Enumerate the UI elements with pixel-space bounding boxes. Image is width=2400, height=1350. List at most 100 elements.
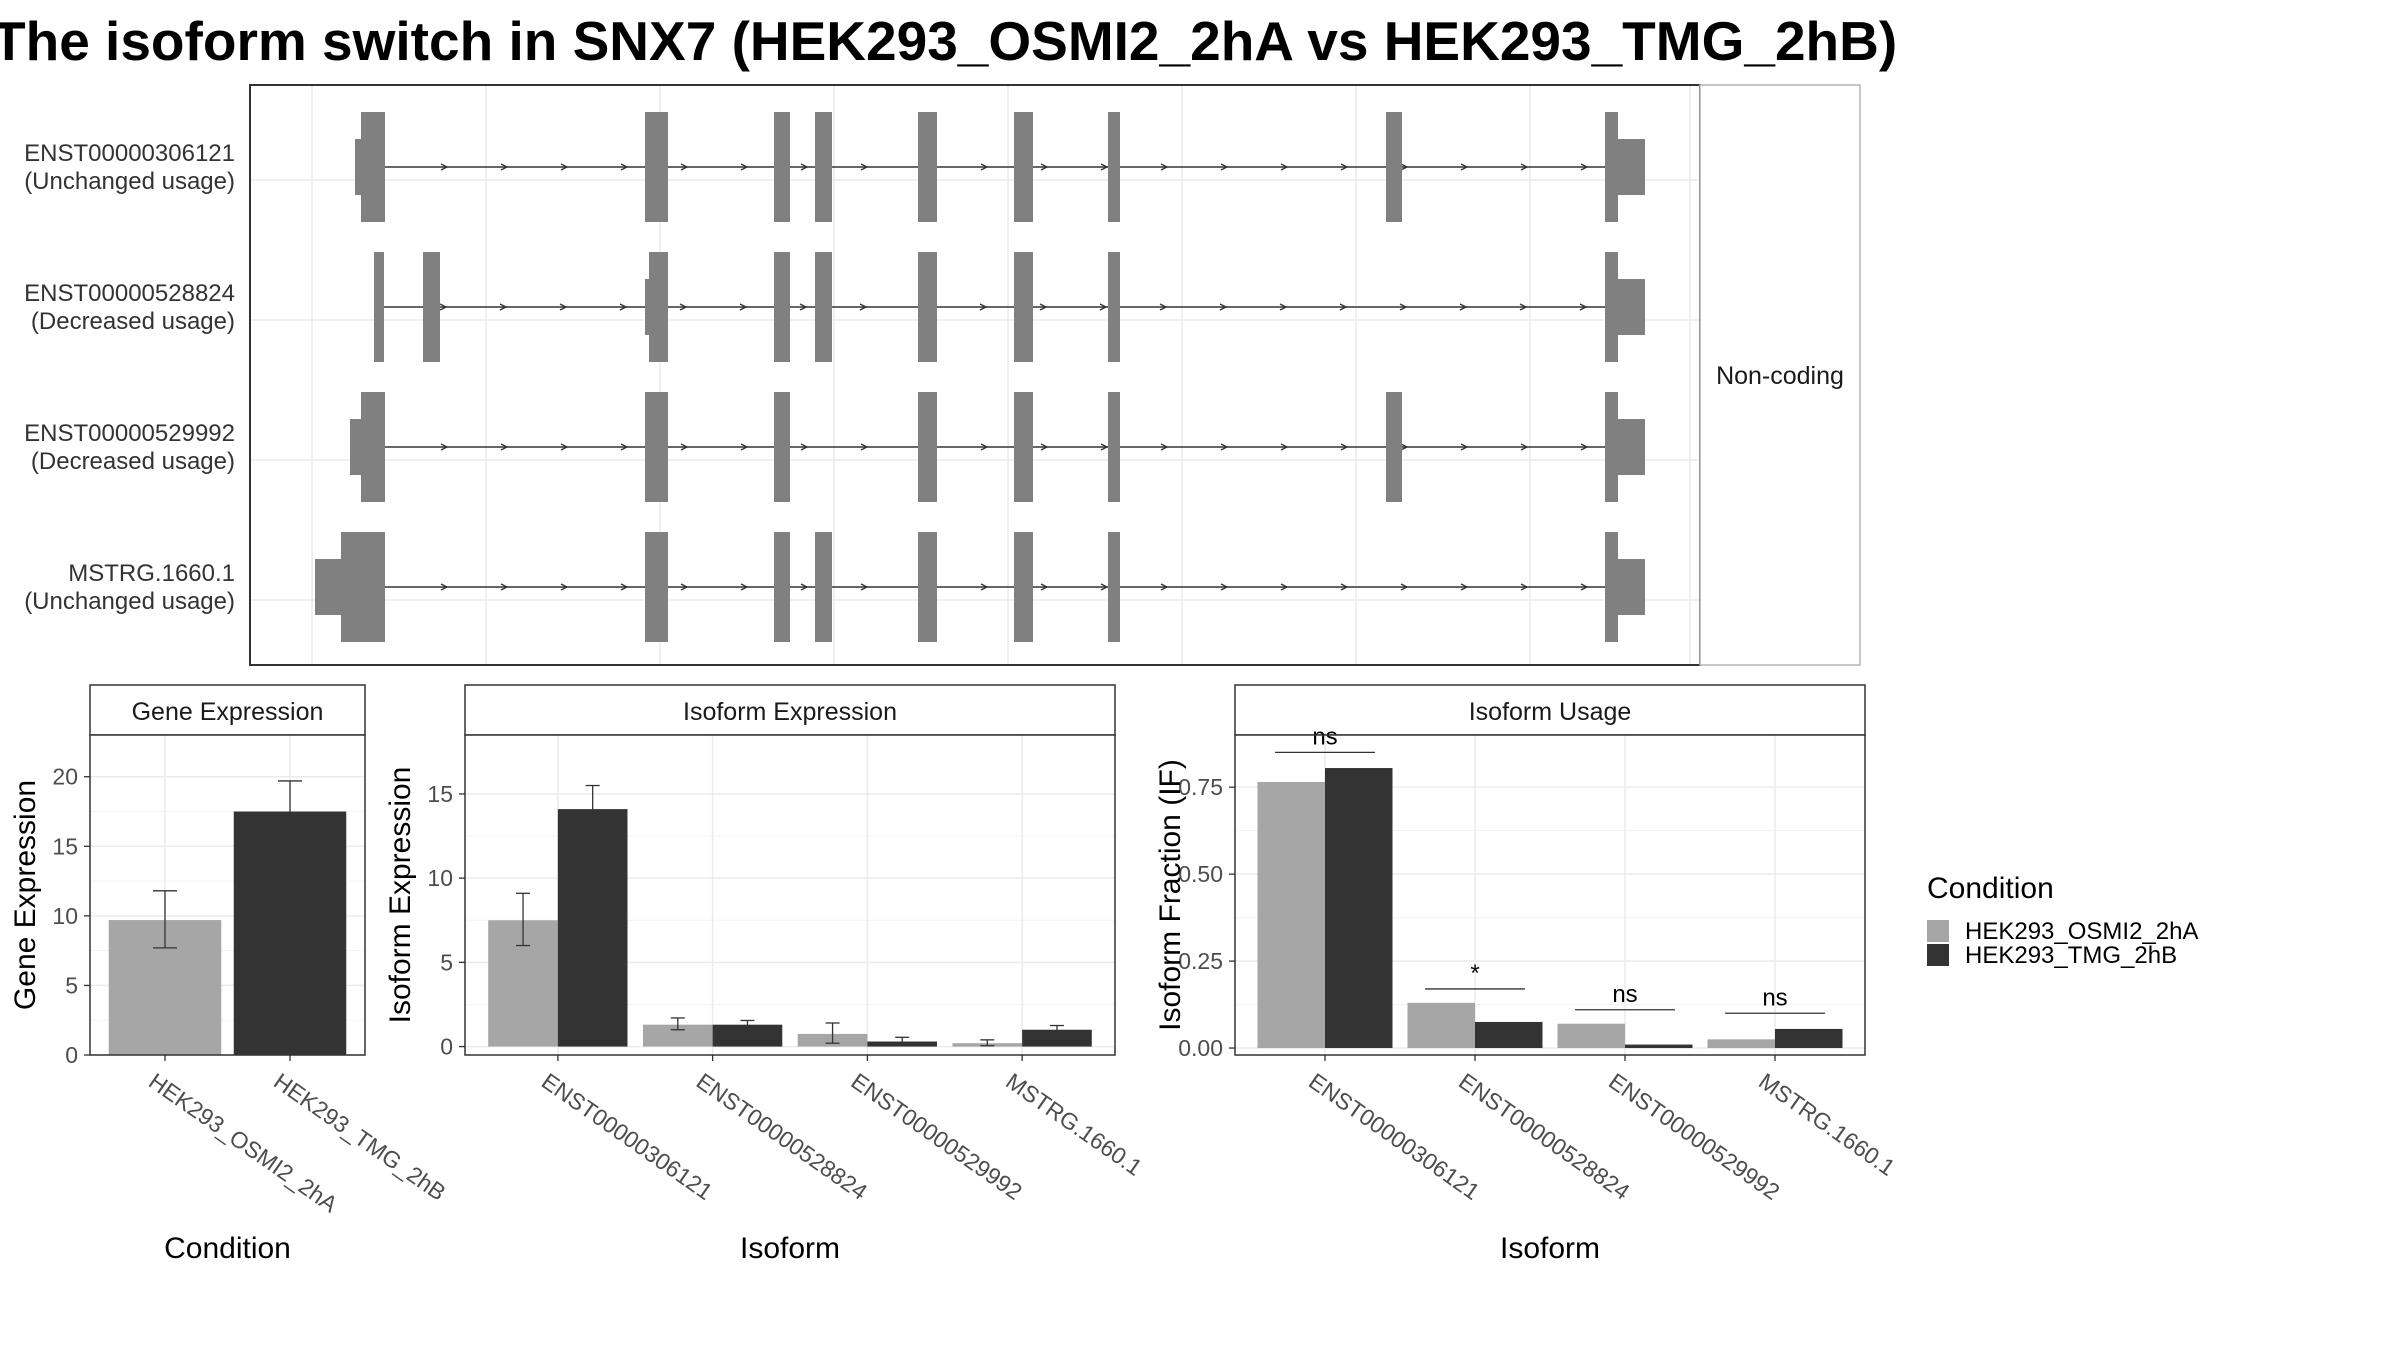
exon: [1386, 112, 1402, 222]
direction-arrow: [1459, 303, 1468, 311]
direction-arrow: [1340, 443, 1349, 451]
direction-arrow: [1580, 583, 1589, 591]
direction-arrow: [1040, 163, 1049, 171]
direction-arrow: [680, 583, 689, 591]
direction-arrow: [1460, 443, 1469, 451]
bar-2-ENST00000306121: [1325, 768, 1393, 1049]
exon: [774, 252, 790, 362]
y-tick-label: 0.75: [1178, 774, 1223, 800]
direction-arrow: [500, 443, 509, 451]
isoform-track-2: [374, 252, 1645, 362]
figure-title: The isoform switch in SNX7 (HEK293_OSMI2…: [0, 10, 1897, 72]
x-tick-label: MSTRG.1660.1: [1754, 1068, 1900, 1181]
direction-arrow: [679, 303, 688, 311]
bar-HEK293_TMG_2hB: [233, 811, 347, 1055]
direction-arrow: [800, 583, 809, 591]
direction-arrow: [980, 443, 989, 451]
direction-arrow: [620, 583, 629, 591]
panel-border: [464, 734, 1116, 1056]
exon: [315, 559, 345, 615]
exon: [1108, 392, 1120, 502]
direction-arrow: [559, 303, 568, 311]
direction-arrow: [1160, 443, 1169, 451]
non-coding-strip-label: Non-coding: [1716, 362, 1844, 390]
direction-arrow: [440, 443, 449, 451]
direction-arrow: [1400, 163, 1409, 171]
exon: [815, 532, 832, 642]
bar-1-ENST00000528824: [1407, 1002, 1475, 1049]
exon: [1014, 532, 1033, 642]
exon: [645, 112, 668, 222]
bar-2-ENST00000528824: [1475, 1021, 1543, 1049]
panel-strip: [464, 684, 1116, 736]
isoform-usage-label: (Decreased usage): [31, 448, 235, 475]
exon: [649, 252, 668, 362]
exon: [918, 532, 937, 642]
exon: [1014, 392, 1033, 502]
panel-strip-title: Isoform Expression: [683, 698, 897, 726]
legend: Condition HEK293_OSMI2_2hA HEK293_TMG_2h…: [1927, 872, 2198, 969]
y-tick-label: 5: [65, 972, 78, 998]
bar-1-ENST00000306121: [1257, 781, 1325, 1049]
direction-arrow: [859, 303, 868, 311]
y-axis-title: Isoform Fraction (IF): [1154, 759, 1187, 1031]
y-tick-label: 0: [65, 1042, 78, 1068]
y-axis-title: Gene Expression: [9, 780, 42, 1010]
direction-arrow: [1520, 583, 1529, 591]
direction-arrow: [860, 163, 869, 171]
direction-arrow: [979, 303, 988, 311]
direction-arrow: [1219, 303, 1228, 311]
y-tick-label: 10: [427, 865, 453, 891]
direction-arrow: [1100, 163, 1109, 171]
direction-arrow: [1280, 583, 1289, 591]
y-tick-label: 15: [52, 833, 78, 859]
direction-arrow: [1220, 583, 1229, 591]
x-tick-label: MSTRG.1660.1: [1001, 1068, 1147, 1181]
exon: [1108, 252, 1120, 362]
bar-2-MSTRG.1660.1: [1775, 1028, 1843, 1049]
direction-arrow: [1160, 583, 1169, 591]
direction-arrow: [740, 163, 749, 171]
direction-arrow: [1460, 583, 1469, 591]
panel-border: [89, 734, 366, 1056]
bar-2-ENST00000306121: [557, 809, 628, 1047]
direction-arrow: [799, 303, 808, 311]
y-tick-label: 0: [440, 1034, 453, 1060]
legend-label-cond1: HEK293_OSMI2_2hA: [1965, 918, 2198, 945]
direction-arrow: [1340, 583, 1349, 591]
exon: [361, 112, 385, 222]
direction-arrow: [499, 303, 508, 311]
exon: [1605, 559, 1645, 615]
bar-2-ENST00000528824: [712, 1024, 783, 1047]
panel-strip: [89, 684, 366, 736]
direction-arrow: [440, 163, 449, 171]
direction-arrow: [1339, 303, 1348, 311]
direction-arrow: [800, 443, 809, 451]
isoform-usage-label: (Unchanged usage): [24, 588, 235, 615]
direction-arrow: [860, 583, 869, 591]
direction-arrow: [1520, 163, 1529, 171]
significance-label: ns: [1312, 723, 1337, 750]
exon: [645, 279, 652, 335]
direction-arrow: [1460, 163, 1469, 171]
legend-title: Condition: [1927, 872, 2054, 905]
x-tick-label: ENST00000306121: [537, 1068, 717, 1205]
direction-arrow: [500, 163, 509, 171]
y-tick-label: 5: [440, 949, 453, 975]
significance-label: ns: [1612, 981, 1637, 1008]
y-tick-label: 10: [52, 903, 78, 929]
legend-key-cond1: [1927, 920, 1949, 942]
direction-arrow: [1580, 443, 1589, 451]
direction-arrow: [1039, 303, 1048, 311]
structure-plot-area: [250, 85, 1700, 665]
direction-arrow: [740, 583, 749, 591]
exon: [645, 392, 668, 502]
exon: [774, 112, 790, 222]
exon: [774, 532, 790, 642]
exon: [918, 392, 937, 502]
direction-arrow: [439, 303, 448, 311]
direction-arrow: [860, 443, 869, 451]
direction-arrow: [620, 443, 629, 451]
exon: [1108, 112, 1120, 222]
